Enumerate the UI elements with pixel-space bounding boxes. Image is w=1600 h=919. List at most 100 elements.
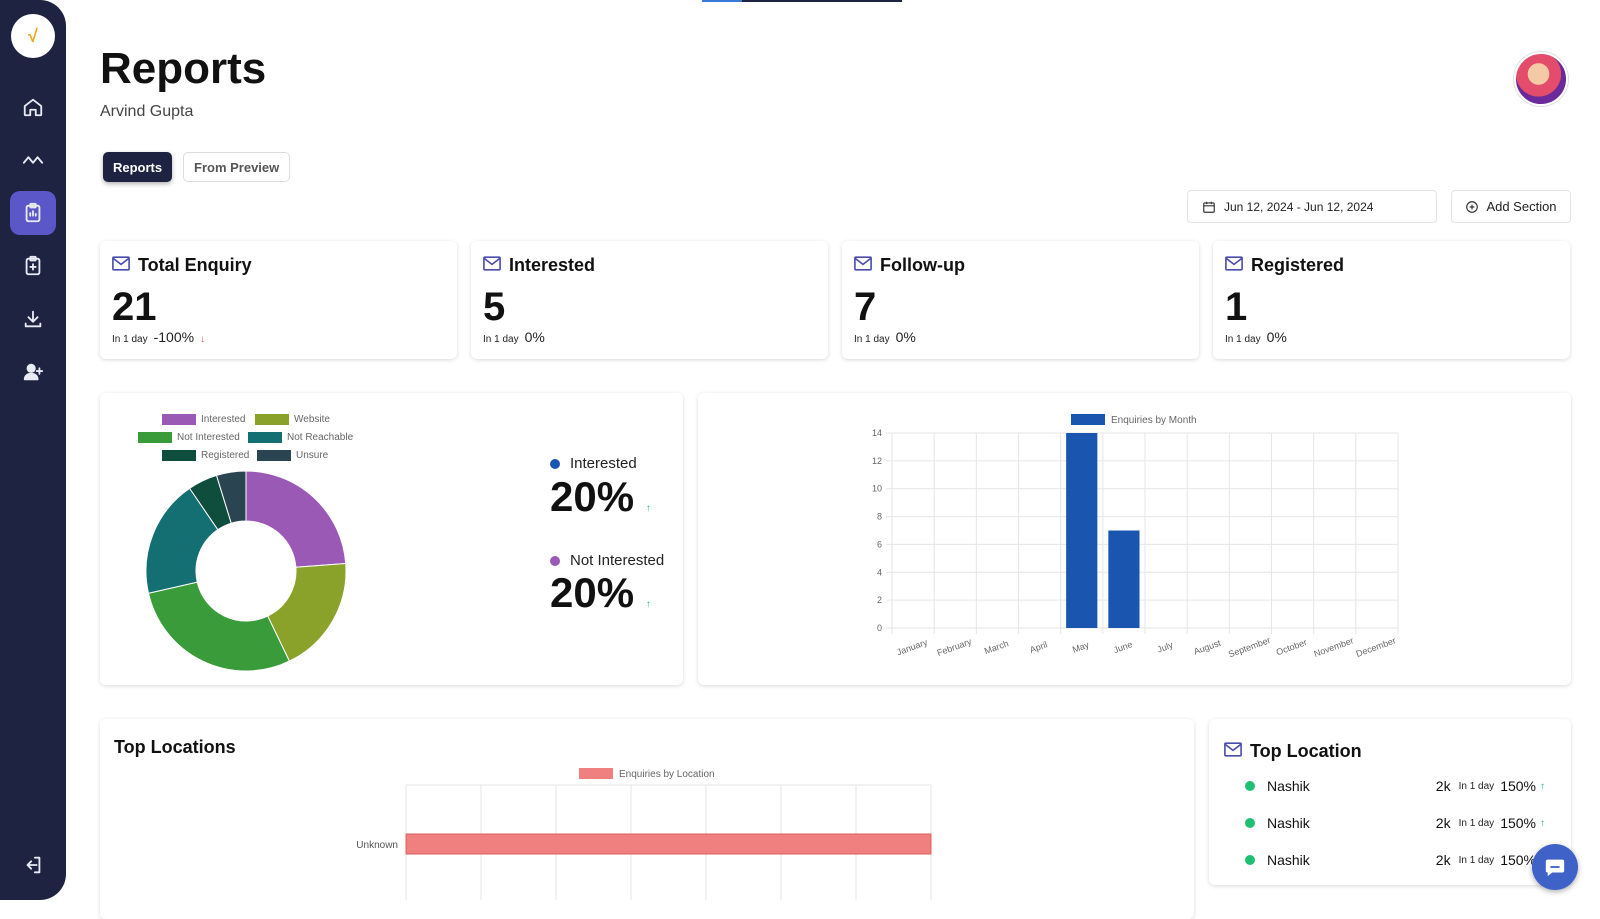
- stat-title: Follow-up: [880, 255, 965, 275]
- bar[interactable]: [1066, 433, 1098, 628]
- bar[interactable]: [405, 833, 932, 855]
- arrow-up-icon: ↑: [1540, 780, 1545, 792]
- sidebar-item-logout[interactable]: [10, 843, 56, 887]
- doughnut-slice[interactable]: [245, 470, 347, 568]
- y-tick-label: 2: [877, 595, 882, 605]
- legend-label: Registered: [201, 450, 250, 461]
- chat-icon: [1545, 859, 1565, 877]
- app-logo[interactable]: √: [11, 14, 55, 58]
- avatar[interactable]: [1514, 52, 1568, 106]
- location-name: Nashik: [1267, 778, 1310, 794]
- legend-swatch: [162, 414, 196, 425]
- stat-title: Total Enquiry: [138, 255, 252, 275]
- y-tick-label: 6: [877, 539, 882, 549]
- sidebar-item-reports[interactable]: [10, 191, 56, 235]
- top-location-card: Top Location Nashik 2k In 1 day 150% ↑ Nashi…: [1209, 719, 1571, 885]
- user-plus-icon: [23, 363, 44, 381]
- tab-reports[interactable]: Reports: [103, 152, 173, 182]
- stat-card-follow-up: Follow-up 7 In 1 day 0%: [842, 241, 1199, 359]
- arrow-up-icon: ↑: [1540, 817, 1545, 829]
- add-section-button[interactable]: Add Section: [1451, 190, 1571, 223]
- stat-card-interested: Interested 5 In 1 day 0%: [471, 241, 828, 359]
- location-value: 2k: [1435, 778, 1451, 794]
- sidebar-item-add-user[interactable]: [10, 350, 56, 394]
- doughnut-slice[interactable]: [147, 581, 291, 672]
- legend-item[interactable]: Website: [255, 414, 330, 425]
- stat-period: In 1 day: [112, 334, 148, 345]
- enquiries-by-location-chart: Enquiries by Location Unknown: [356, 768, 932, 900]
- sidebar-item-home[interactable]: [10, 85, 56, 129]
- x-tick-label: November: [1313, 635, 1355, 659]
- legend-label: Not Reachable: [287, 432, 354, 443]
- legend-item[interactable]: Registered: [162, 450, 249, 461]
- legend-label: Enquiries by Location: [619, 769, 715, 780]
- doughnut-slice[interactable]: [215, 470, 247, 524]
- stat-title: Interested: [509, 255, 596, 275]
- location-value: 2k: [1435, 815, 1451, 831]
- kpi-not-interested: Not Interested: [550, 552, 664, 569]
- legend-item[interactable]: Not Interested: [138, 432, 240, 443]
- doughnut-chart: [145, 470, 347, 672]
- stat-change: 0%: [895, 329, 916, 345]
- x-tick-label: December: [1355, 635, 1397, 659]
- y-tick-label: Unknown: [356, 840, 398, 851]
- location-name: Nashik: [1267, 852, 1310, 868]
- stat-period: In 1 day: [1225, 334, 1261, 345]
- download-icon: [24, 310, 42, 328]
- legend-swatch: [138, 432, 172, 443]
- location-row: Nashik 2k In 1 day 150% ↑: [1245, 778, 1545, 794]
- home-icon: [23, 98, 43, 117]
- user-name: Arvind Gupta: [100, 103, 194, 120]
- x-tick-label: May: [1071, 639, 1091, 654]
- kpi-interested: Interested: [550, 455, 637, 472]
- kpi-dot: [550, 555, 560, 566]
- legend-swatch: [248, 432, 282, 443]
- sidebar-item-downloads[interactable]: [10, 297, 56, 341]
- add-section-label: Add Section: [1486, 199, 1557, 214]
- stat-change: -100%: [153, 329, 195, 345]
- bar[interactable]: [1108, 530, 1140, 629]
- location-change: 150%: [1500, 778, 1536, 794]
- legend-item[interactable]: Not Reachable: [248, 432, 353, 443]
- legend-swatch: [257, 450, 291, 461]
- sidebar-item-tasks[interactable]: [10, 244, 56, 288]
- top-locations-panel: Top Locations Enquiries by Location Unkno…: [100, 719, 1194, 919]
- plus-circle-icon: [1466, 200, 1479, 213]
- page-title: Reports: [100, 44, 267, 93]
- legend-swatch: [579, 768, 613, 779]
- location-name: Nashik: [1267, 815, 1310, 831]
- legend-swatch: [255, 414, 289, 425]
- legend-item[interactable]: Unsure: [257, 450, 328, 461]
- top-loading-indicator: [702, 0, 902, 2]
- legend-item[interactable]: Interested: [162, 414, 245, 425]
- legend-label: Enquiries by Month: [1111, 415, 1197, 426]
- kpi-value-text: 20%: [550, 473, 635, 520]
- location-dot: [1245, 855, 1255, 865]
- tab-from-preview[interactable]: From Preview: [183, 152, 291, 182]
- x-tick-label: April: [1028, 639, 1048, 655]
- y-tick-label: 4: [877, 567, 882, 577]
- activity-icon: [22, 156, 44, 164]
- stat-period: In 1 day: [854, 334, 890, 345]
- location-period: In 1 day: [1458, 780, 1495, 792]
- location-dot: [1245, 818, 1255, 828]
- sidebar-item-activity[interactable]: [10, 138, 56, 182]
- mail-icon: [854, 255, 872, 276]
- kpi-value: 20% ↑: [550, 569, 651, 617]
- location-period: In 1 day: [1458, 817, 1495, 829]
- x-tick-label: July: [1156, 640, 1175, 655]
- arrow-up-icon: ↑: [645, 503, 651, 514]
- arrow-up-icon: ↑: [645, 599, 651, 610]
- chat-button[interactable]: [1532, 844, 1578, 890]
- date-range-label: Jun 12, 2024 - Jun 12, 2024: [1224, 199, 1374, 214]
- x-tick-label: March: [983, 638, 1010, 656]
- location-period: In 1 day: [1458, 854, 1495, 866]
- kpi-dot: [550, 458, 560, 469]
- calendar-icon: [1203, 201, 1215, 213]
- location-value: 2k: [1435, 852, 1451, 868]
- stat-card-registered: Registered 1 In 1 day 0%: [1213, 241, 1570, 359]
- date-range-picker[interactable]: Jun 12, 2024 - Jun 12, 2024: [1187, 190, 1437, 223]
- x-tick-label: August: [1192, 638, 1222, 657]
- location-dot: [1245, 781, 1255, 791]
